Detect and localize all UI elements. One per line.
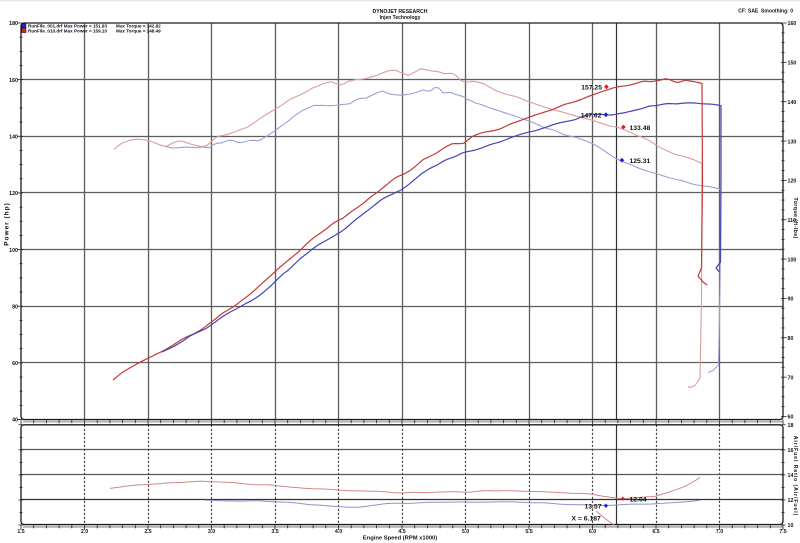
svg-text:CF: SAE Smoothing: 0: CF: SAE Smoothing: 0 bbox=[738, 9, 793, 15]
svg-text:120: 120 bbox=[9, 191, 18, 197]
svg-text:Engine Speed (RPM x1000): Engine Speed (RPM x1000) bbox=[363, 536, 437, 542]
svg-text:100: 100 bbox=[9, 248, 18, 254]
svg-text:4.0: 4.0 bbox=[335, 529, 342, 535]
svg-text:157.25: 157.25 bbox=[581, 85, 602, 92]
svg-text:10: 10 bbox=[788, 523, 794, 529]
svg-text:160: 160 bbox=[9, 78, 18, 84]
svg-text:110: 110 bbox=[788, 218, 797, 224]
svg-text:180: 180 bbox=[9, 21, 18, 27]
svg-text:1.5: 1.5 bbox=[17, 529, 24, 535]
svg-text:80: 80 bbox=[12, 304, 18, 310]
svg-text:16: 16 bbox=[788, 448, 794, 454]
svg-text:X = 6.187: X = 6.187 bbox=[572, 516, 602, 523]
svg-text:14: 14 bbox=[788, 473, 794, 479]
svg-text:140: 140 bbox=[9, 134, 18, 140]
svg-text:60: 60 bbox=[12, 361, 18, 367]
svg-text:RunFile_001.drf Max Power = 15: RunFile_001.drf Max Power = 151.93 Max To… bbox=[28, 24, 161, 29]
svg-text:7.0: 7.0 bbox=[716, 529, 723, 535]
svg-text:130: 130 bbox=[788, 139, 797, 145]
svg-text:120: 120 bbox=[788, 179, 797, 185]
svg-text:150: 150 bbox=[788, 61, 797, 67]
svg-text:125.31: 125.31 bbox=[630, 158, 651, 165]
svg-text:147.62: 147.62 bbox=[581, 113, 602, 120]
svg-text:Injen Technology: Injen Technology bbox=[380, 15, 421, 21]
svg-text:5.0: 5.0 bbox=[462, 529, 469, 535]
svg-text:13.57: 13.57 bbox=[584, 503, 601, 510]
svg-text:Torque (ft-lbs): Torque (ft-lbs) bbox=[792, 197, 798, 238]
svg-text:Power (hp): Power (hp) bbox=[4, 202, 11, 246]
svg-text:2.5: 2.5 bbox=[144, 529, 151, 535]
svg-text:3.5: 3.5 bbox=[271, 529, 278, 535]
svg-text:80: 80 bbox=[788, 336, 794, 342]
svg-text:6.0: 6.0 bbox=[589, 529, 596, 535]
svg-text:100: 100 bbox=[788, 257, 797, 263]
svg-text:18: 18 bbox=[788, 423, 794, 429]
svg-text:160: 160 bbox=[788, 21, 797, 27]
svg-text:7.5: 7.5 bbox=[779, 529, 786, 535]
svg-text:90: 90 bbox=[788, 297, 794, 303]
svg-text:40: 40 bbox=[12, 418, 18, 424]
svg-text:12: 12 bbox=[788, 498, 794, 504]
svg-text:133.48: 133.48 bbox=[630, 125, 651, 132]
svg-text:60: 60 bbox=[788, 415, 794, 421]
svg-text:5.5: 5.5 bbox=[525, 529, 532, 535]
svg-text:4.5: 4.5 bbox=[398, 529, 405, 535]
svg-text:70: 70 bbox=[788, 375, 794, 381]
svg-text:2.0: 2.0 bbox=[81, 529, 88, 535]
svg-text:3.0: 3.0 bbox=[208, 529, 215, 535]
svg-text:DYNOJET RESEARCH: DYNOJET RESEARCH bbox=[372, 9, 427, 15]
svg-text:RunFile_010.drf Max Power = 15: RunFile_010.drf Max Power = 159.10 Max To… bbox=[28, 28, 161, 33]
svg-text:6.5: 6.5 bbox=[652, 529, 659, 535]
svg-text:Air/Fuel Ratio (Air/Fuel): Air/Fuel Ratio (Air/Fuel) bbox=[792, 436, 798, 516]
svg-text:12.04: 12.04 bbox=[630, 497, 647, 504]
svg-text:140: 140 bbox=[788, 100, 797, 106]
